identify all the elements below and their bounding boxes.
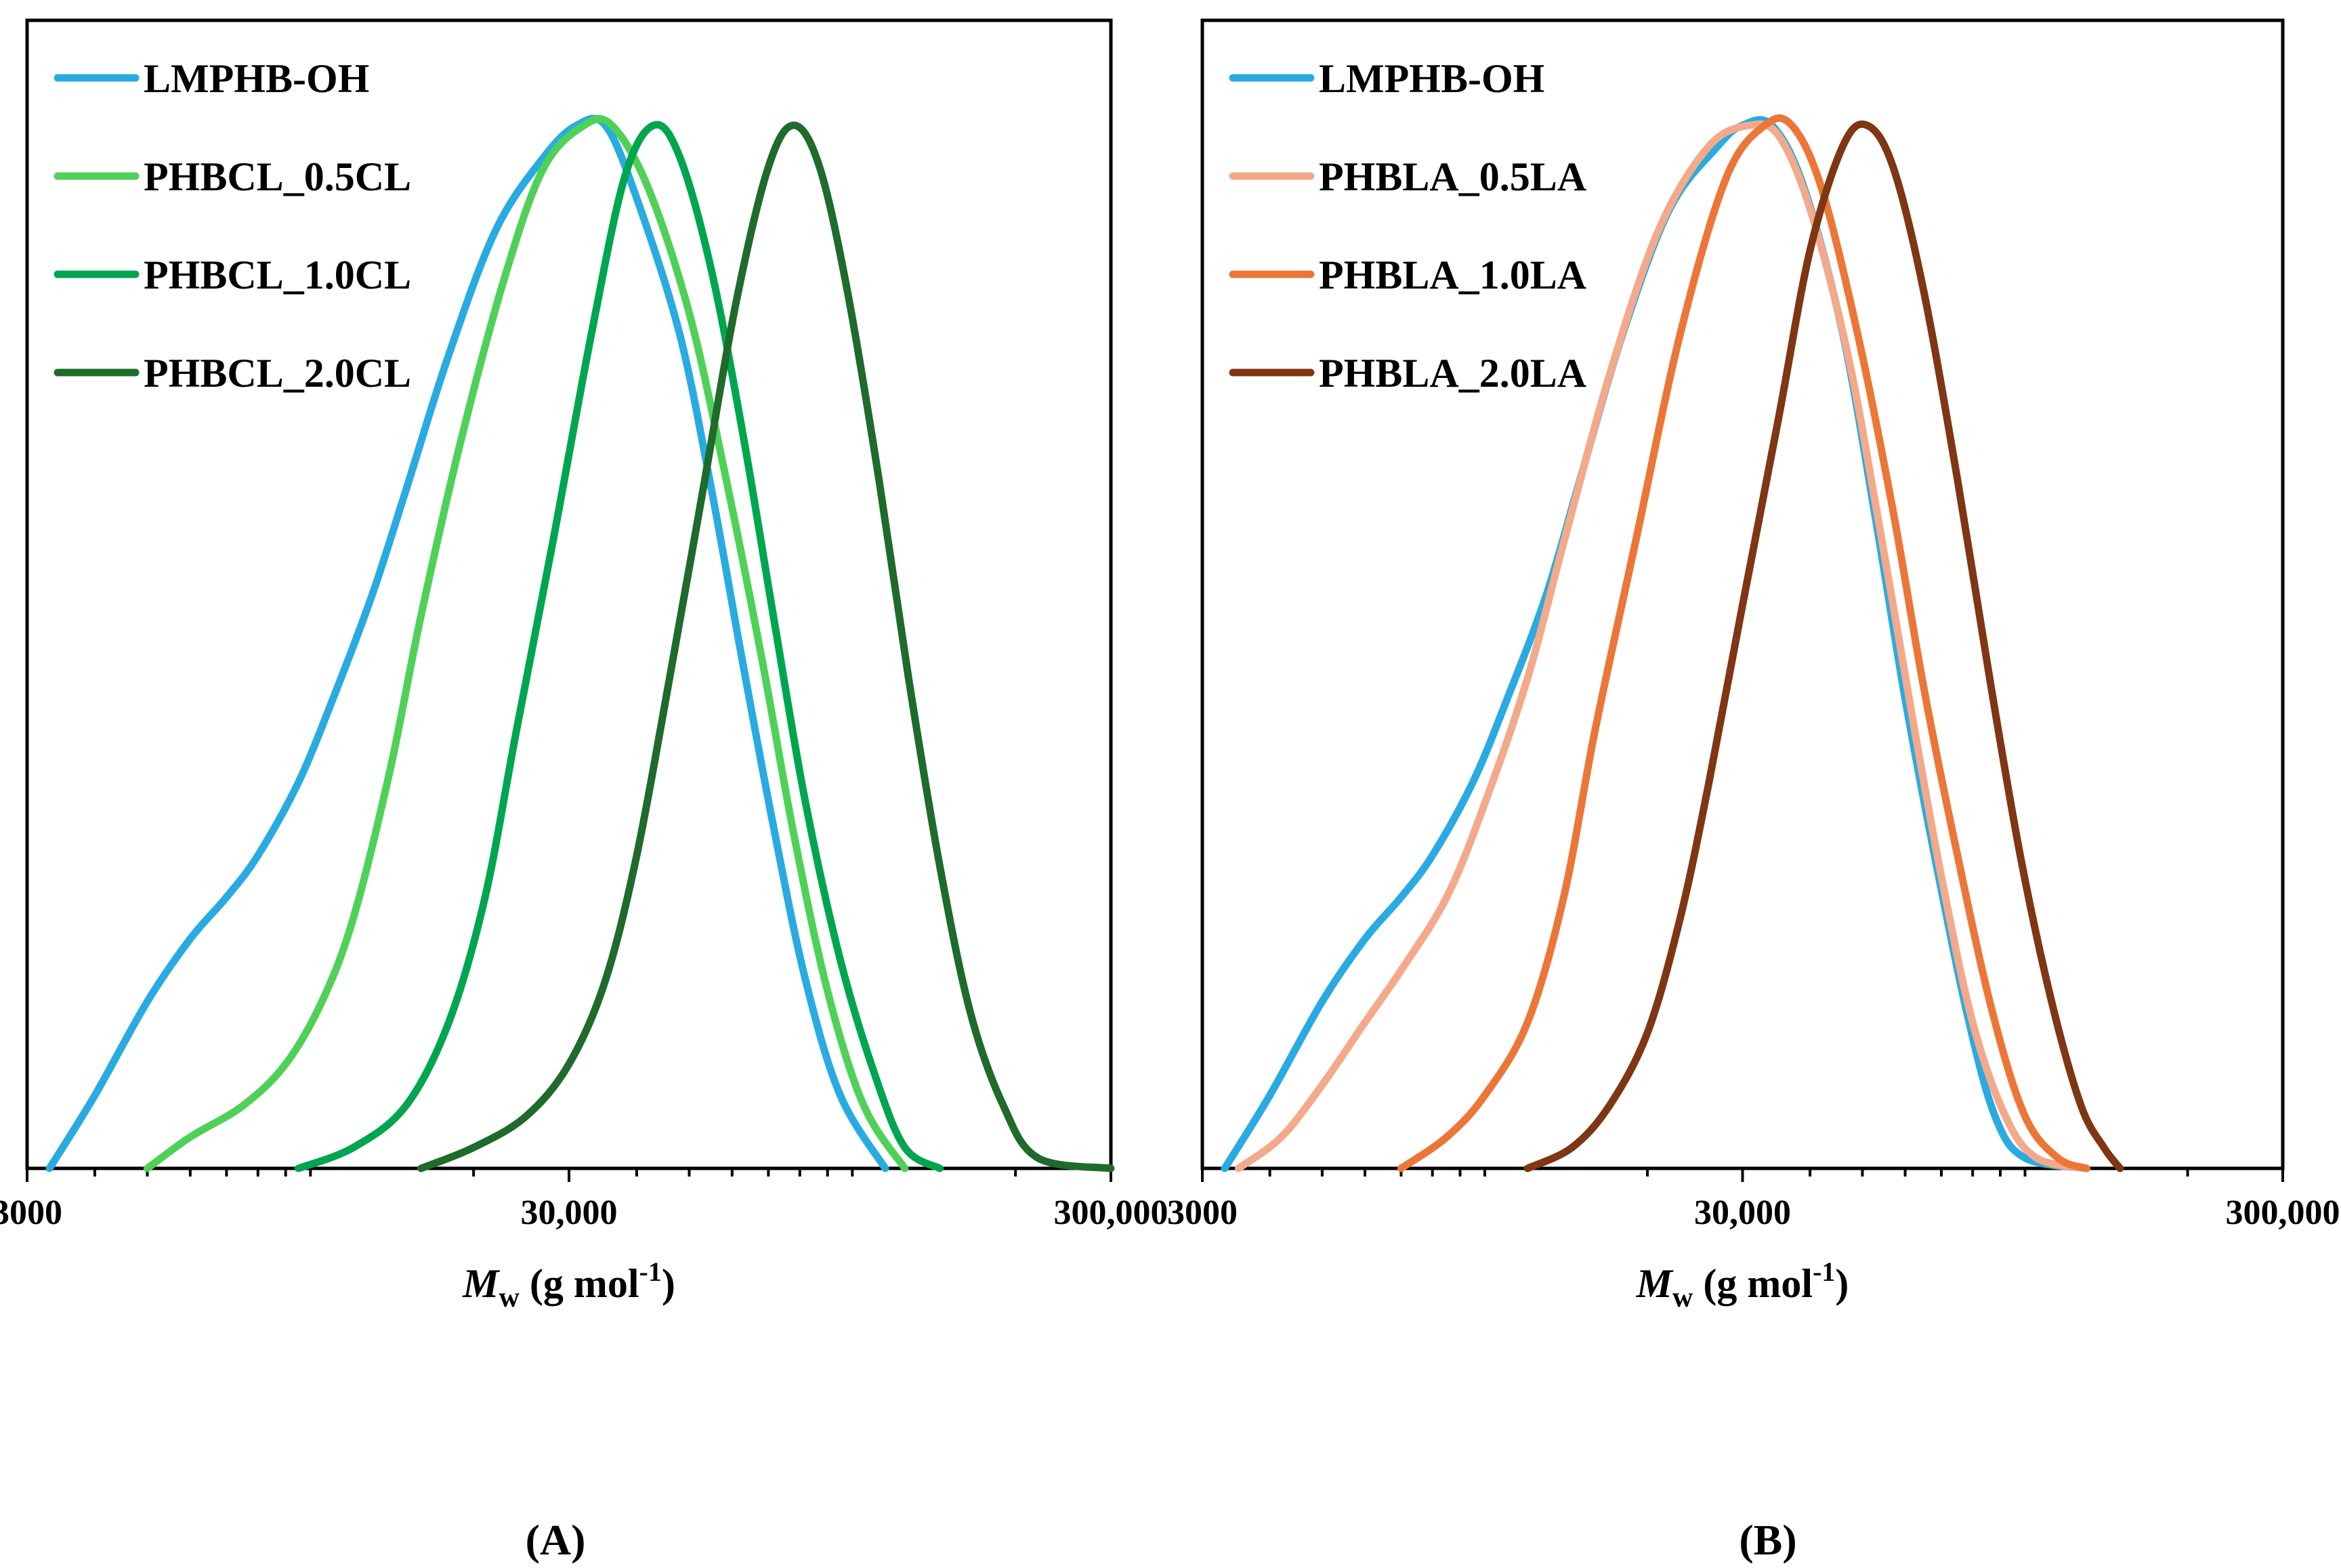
legend-label: PHBLA_1.0LA xyxy=(1319,253,1586,297)
legend-label: LMPHB-OH xyxy=(1319,56,1544,101)
panel-b-label: (B) xyxy=(1739,1516,1796,1564)
x-tick-label: 30,000 xyxy=(1694,1193,1791,1232)
series-line-a-1 xyxy=(144,114,909,1172)
series-line-a-3 xyxy=(417,121,1115,1172)
legend-label: PHBCL_2.0CL xyxy=(144,351,411,396)
legend-label: LMPHB-OH xyxy=(144,56,369,101)
series-line-b-3 xyxy=(1523,120,2124,1172)
series-line-b-2 xyxy=(1397,114,2090,1172)
x-tick-label: 300,000 xyxy=(1054,1193,1168,1232)
x-axis-title: Mw (g mol-1) xyxy=(1636,1256,1849,1313)
panel-a: 3000 30,000 300,000 Mw (g mol-1) LMPHB-OH PHB… xyxy=(0,18,1168,1313)
x-tick-label: 3000 xyxy=(1167,1193,1238,1232)
series-line-b-1 xyxy=(1234,120,2090,1172)
x-tick-label: 3000 xyxy=(0,1193,62,1232)
legend-label: PHBLA_2.0LA xyxy=(1319,351,1586,396)
legend-label: PHBCL_1.0CL xyxy=(144,253,411,297)
x-tick-label: 300,000 xyxy=(2226,1193,2340,1232)
x-axis-title: Mw (g mol-1) xyxy=(462,1256,675,1313)
legend-label: PHBCL_0.5CL xyxy=(144,154,411,199)
series-line-a-0 xyxy=(45,114,889,1172)
legend-label: PHBLA_0.5LA xyxy=(1319,154,1586,199)
panel-a-label: (A) xyxy=(526,1516,586,1564)
panel-b: 3000 30,000 300,000 Mw (g mol-1) LMPHB-OH PHB… xyxy=(1167,18,2340,1313)
series-line-a-2 xyxy=(295,121,944,1172)
x-tick-label: 30,000 xyxy=(521,1193,618,1232)
